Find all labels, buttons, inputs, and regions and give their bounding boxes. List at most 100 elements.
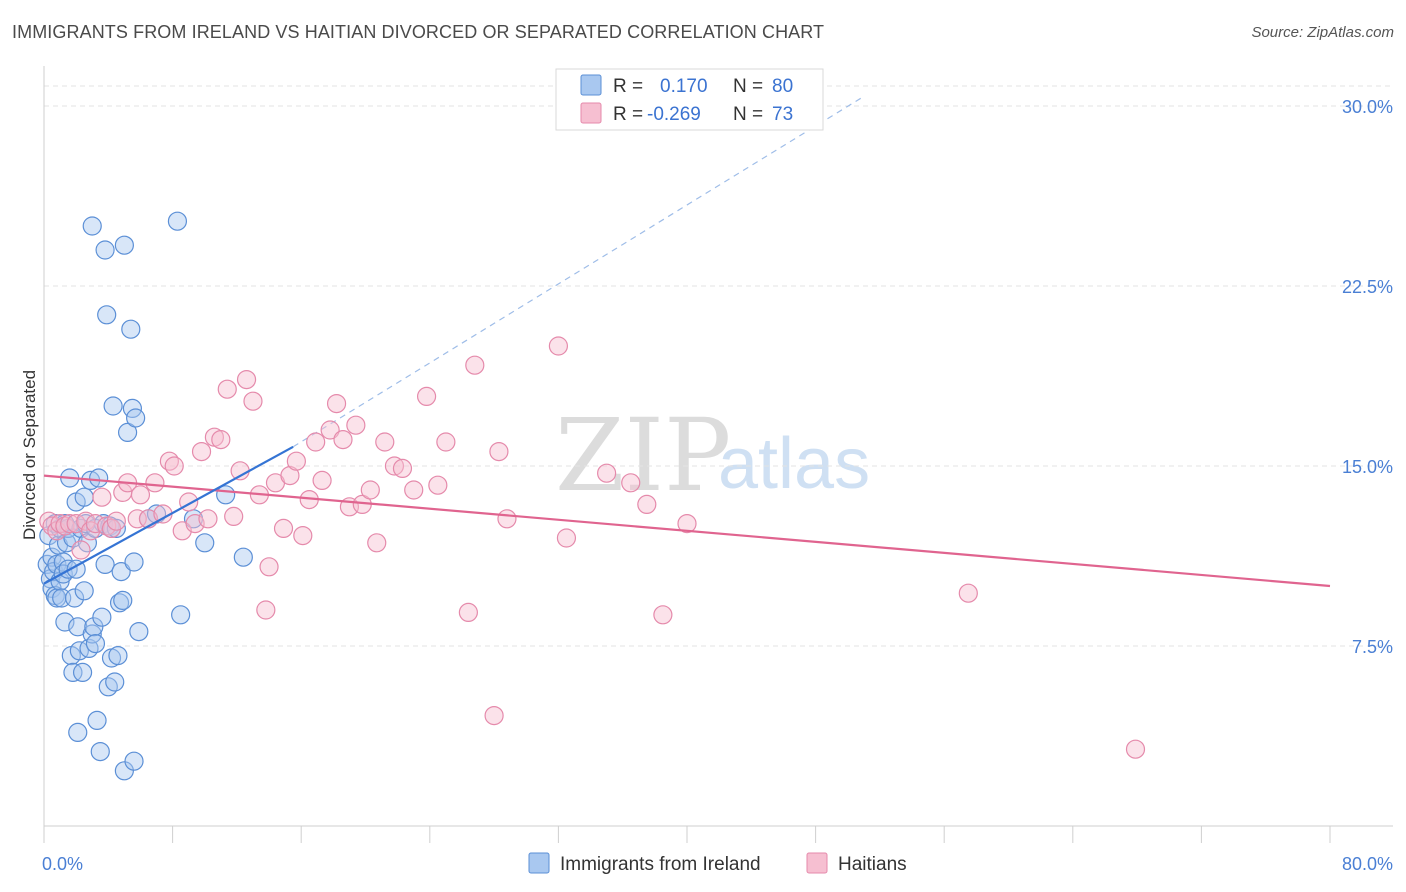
trend-ireland-extension (292, 95, 865, 448)
haiti-point-7 (71, 540, 91, 560)
y-tick-3: 30.0% (1342, 97, 1393, 117)
haiti-point-55 (375, 432, 395, 452)
haiti-point-72 (653, 605, 673, 625)
haiti-point-69 (597, 463, 617, 483)
haiti-point-40 (273, 518, 294, 539)
haiti-point-74 (958, 583, 978, 603)
haiti-point-42 (286, 451, 306, 471)
ireland-point-56 (103, 396, 123, 416)
trend-ireland (43, 445, 294, 585)
legend-n-label-ireland: N = (733, 76, 763, 97)
haiti-point-63 (465, 355, 485, 375)
ireland-point-34 (74, 581, 94, 601)
haiti-point-75 (1125, 739, 1146, 759)
ireland-point-60 (109, 593, 130, 613)
axes (43, 66, 1393, 843)
haiti-point-14 (106, 511, 126, 531)
haiti-point-46 (312, 470, 332, 490)
watermark-atlas: atlas (718, 424, 870, 504)
stats-legend: R = 0.170 N = 80 R = -0.269 N = 73 (555, 68, 824, 131)
legend-r-value-ireland: 0.170 (660, 76, 708, 97)
haiti-point-64 (484, 705, 504, 726)
haiti-point-66 (497, 509, 517, 529)
ireland-point-23 (63, 662, 83, 683)
trend-haiti (43, 474, 1331, 588)
legend-swatch-ireland (580, 74, 602, 96)
legend-n-label-haiti: N = (733, 104, 763, 125)
haiti-point-20 (145, 473, 165, 493)
haiti-point-49 (333, 430, 353, 450)
ireland-point-44 (87, 710, 107, 731)
ireland-point-46 (90, 741, 110, 762)
ireland-point-29 (68, 722, 88, 743)
haiti-point-53 (360, 480, 380, 500)
ireland-point-50 (95, 554, 115, 575)
ireland-point-47 (92, 607, 112, 627)
haiti-point-32 (224, 506, 244, 527)
haiti-point-11 (92, 487, 112, 507)
ireland-point-51 (97, 305, 117, 325)
haiti-point-58 (404, 480, 424, 500)
haiti-point-47 (320, 420, 340, 440)
haiti-point-62 (458, 602, 478, 623)
legend-r-label-ireland: R = (613, 76, 643, 97)
haiti-point-68 (556, 528, 577, 548)
ireland-point-17 (55, 612, 75, 632)
haiti-point-48 (326, 394, 347, 414)
ireland-point-62 (113, 590, 133, 611)
ireland-point-71 (129, 621, 149, 642)
haiti-point-73 (677, 513, 697, 534)
ireland-point-49 (95, 240, 115, 260)
haiti-point-57 (392, 458, 413, 478)
haiti-point-60 (428, 475, 448, 495)
haiti-point-30 (211, 430, 231, 450)
haiti-point-43 (293, 525, 313, 546)
legend-r-label-haiti: R = (613, 104, 643, 125)
series-legend-swatch-haiti (806, 852, 828, 874)
ireland-point-59 (108, 645, 128, 666)
haiti-point-41 (280, 466, 300, 486)
ireland-point-66 (121, 319, 141, 339)
watermark-zip: ZIP (555, 397, 731, 514)
y-tick-2: 22.5% (1342, 277, 1393, 297)
haiti-point-71 (637, 494, 657, 514)
ireland-point-79 (233, 547, 253, 567)
ireland-point-32 (72, 662, 93, 683)
ireland-point-33 (74, 487, 94, 507)
x-tick-max: 80.0% (1342, 854, 1393, 874)
haiti-point-70 (621, 473, 641, 493)
haiti-point-37 (256, 600, 276, 620)
y-axis-label: Divorced or Separated (20, 370, 39, 540)
x-tick-min: 0.0% (42, 854, 83, 874)
legend-n-value-haiti: 73 (772, 104, 793, 125)
haiti-point-23 (164, 456, 184, 476)
ireland-point-64 (114, 235, 134, 255)
y-tick-1: 15.0% (1342, 457, 1393, 477)
haiti-point-61 (436, 432, 456, 452)
ireland-point-36 (77, 533, 98, 553)
haiti-point-5 (60, 513, 80, 534)
watermark: ZIP atlas (555, 397, 870, 514)
series-haiti-points (39, 336, 1146, 759)
ireland-point-75 (171, 605, 191, 625)
chart-title: IMMIGRANTS FROM IRELAND VS HAITIAN DIVOR… (12, 22, 825, 42)
trend-lines (292, 95, 865, 448)
source-credit: Source: ZipAtlas.com (1251, 24, 1394, 41)
haiti-point-38 (259, 557, 279, 577)
series-legend-ireland: Immigrants from Ireland (560, 854, 761, 875)
y-tick-labels: 7.5% 15.0% 22.5% 30.0% (1342, 97, 1393, 657)
haiti-point-56 (384, 456, 405, 476)
ireland-point-57 (105, 672, 125, 692)
haiti-point-26 (185, 513, 205, 534)
haiti-point-59 (416, 386, 437, 406)
haiti-point-34 (236, 370, 257, 390)
haiti-point-27 (191, 442, 212, 462)
ireland-point-25 (64, 588, 85, 608)
ireland-point-41 (84, 617, 104, 637)
ireland-point-77 (195, 533, 215, 553)
ireland-point-63 (114, 761, 134, 781)
haiti-point-51 (346, 415, 366, 435)
legend-r-value-haiti: -0.269 (647, 104, 701, 125)
haiti-point-67 (548, 336, 569, 356)
